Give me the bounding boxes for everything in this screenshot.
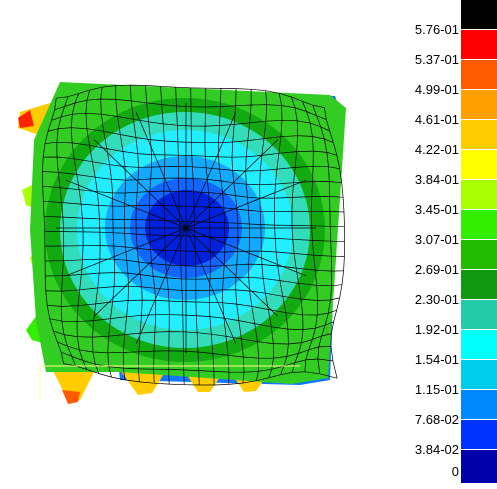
legend-swatch: [461, 360, 497, 390]
mesh-col-line: [245, 89, 260, 381]
legend-label: 4.61-01: [414, 112, 459, 127]
mesh-col-line: [231, 88, 245, 384]
mesh-radial-line: [93, 227, 187, 317]
mesh-grid: [42, 84, 345, 386]
mesh-col-line: [85, 90, 101, 374]
mesh-col-line: [70, 93, 88, 370]
legend-label: 7.68-02: [414, 412, 459, 427]
mesh-col-line: [115, 85, 129, 380]
color-legend: 5.76-01 5.37-01 4.99-01 4.61-01 4.22-01 3.84-…: [400, 0, 497, 484]
legend-label: 5.37-01: [414, 52, 459, 67]
legend-swatch: [461, 390, 497, 420]
mesh-col-line: [130, 85, 143, 382]
mesh-col-line: [56, 96, 76, 367]
model-viewport[interactable]: 1: [0, 0, 400, 484]
legend-swatch: [461, 60, 497, 90]
mesh-col-line: [323, 107, 345, 379]
legend-swatch: [461, 150, 497, 180]
fea-mesh-plot[interactable]: 1: [0, 0, 400, 484]
legend-swatch: [461, 30, 497, 60]
legend-label: 3.84-01: [414, 172, 459, 187]
legend-label: 2.30-01: [414, 292, 459, 307]
legend-swatch: [461, 120, 497, 150]
node-label: 1: [324, 325, 330, 337]
legend-label: 1.92-01: [414, 322, 459, 337]
legend-swatch: [461, 180, 497, 210]
mesh-radial-line: [185, 227, 279, 317]
legend-swatch: [461, 330, 497, 360]
legend-label: 3.84-02: [414, 442, 459, 457]
mesh-col-line: [160, 86, 170, 385]
mesh-col-line: [274, 93, 289, 375]
legend-label: 2.69-01: [414, 262, 459, 277]
mesh-col-line: [291, 96, 304, 373]
legend-swatch: [461, 240, 497, 270]
legend-label: 1.54-01: [414, 352, 459, 367]
mesh-col-line: [218, 88, 230, 385]
mesh-radial-line: [135, 112, 187, 229]
legend-swatch: [461, 270, 497, 300]
spike-left-top-tip: [18, 110, 34, 128]
legend-label: 1.15-01: [414, 382, 459, 397]
legend-label: 0: [451, 464, 459, 479]
legend-swatch: [461, 450, 497, 484]
spike-bottom-left: [50, 365, 95, 404]
mesh-radial-line: [185, 227, 237, 344]
mesh-col-line: [204, 88, 215, 386]
legend-swatch: [461, 90, 497, 120]
legend-label: 3.45-01: [414, 202, 459, 217]
legend-swatch: [461, 300, 497, 330]
mesh-radial-line: [65, 179, 187, 229]
mesh-radial-line: [185, 227, 307, 277]
mesh-radial-line: [185, 139, 279, 229]
mesh-radial-line: [93, 139, 187, 229]
legend-label: 4.99-01: [414, 82, 459, 97]
legend-label: 3.07-01: [414, 232, 459, 247]
mesh-col-line: [312, 105, 333, 374]
axis-triad: 1: [39, 325, 330, 400]
mesh-col-line: [145, 85, 157, 384]
mesh-col-line: [42, 98, 64, 364]
mesh-col-line: [175, 87, 185, 385]
legend-label: 5.76-01: [414, 22, 459, 37]
mesh-radial-line: [135, 227, 187, 344]
legend-swatch: [461, 420, 497, 450]
mesh-radial-line: [185, 112, 237, 229]
legend-swatch: [461, 210, 497, 240]
mesh-col-line: [302, 101, 318, 372]
legend-swatch: [461, 0, 497, 30]
spike-bottom-left-tip: [62, 390, 80, 404]
mesh-radial-line: [65, 227, 187, 277]
mesh-col-line: [259, 90, 274, 378]
mesh-col-line: [100, 87, 115, 378]
mesh-radial-line: [185, 179, 307, 229]
legend-label: 4.22-01: [414, 142, 459, 157]
